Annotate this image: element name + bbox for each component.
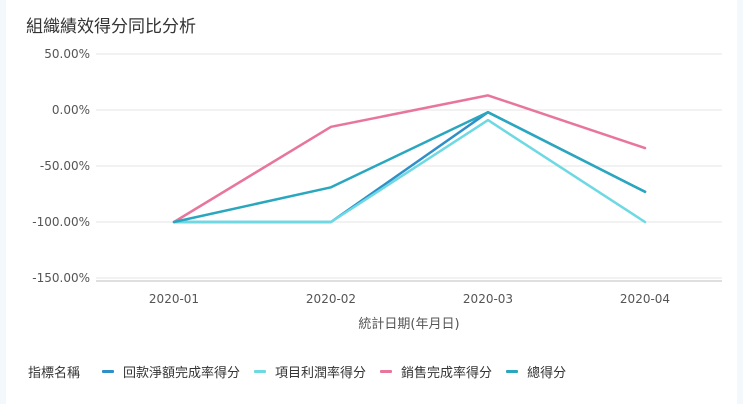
legend-item-profit[interactable]: 項目利潤率得分 <box>254 362 366 381</box>
series-profit-line[interactable] <box>172 118 647 224</box>
series-sales-line[interactable] <box>172 94 647 224</box>
chart-title: 組織績效得分同比分析 <box>26 17 196 37</box>
legend-swatch <box>102 369 115 373</box>
x-tick-label: 2020-01 <box>149 292 199 306</box>
legend-item-sales[interactable]: 銷售完成率得分 <box>380 362 492 381</box>
legend-swatch <box>254 369 267 373</box>
y-tick-label: 0.00% <box>52 103 90 117</box>
chart-card: 組織績效得分同比分析 50.00% 0.00% -50.00% -100.00% -15… <box>6 0 737 404</box>
legend-label: 總得分 <box>527 365 567 381</box>
x-axis-title: 統計日期(年月日) <box>358 316 459 332</box>
y-tick-label: -150.00% <box>32 271 90 285</box>
y-tick-label: -50.00% <box>40 159 90 173</box>
line-chart: 50.00% 0.00% -50.00% -100.00% -150.00% 2020-0… <box>32 47 722 332</box>
legend-label: 銷售完成率得分 <box>401 365 493 381</box>
x-tick-label: 2020-04 <box>620 292 670 306</box>
y-tick-label: -100.00% <box>32 215 90 229</box>
legend-item-total[interactable]: 總得分 <box>506 362 566 381</box>
legend-label: 回款淨額完成率得分 <box>123 365 241 381</box>
x-tick-label: 2020-03 <box>463 292 513 306</box>
axis-layer: 50.00% 0.00% -50.00% -100.00% -150.00% 2020-0… <box>32 47 722 332</box>
legend: 指標名稱 回款淨額完成率得分 項目利潤率得分 銷售完成率得分 總得分 <box>28 360 580 382</box>
y-tick-label: 50.00% <box>44 47 90 61</box>
legend-title: 指標名稱 <box>28 365 81 381</box>
series-total-line[interactable] <box>172 110 647 224</box>
legend-item-collection[interactable]: 回款淨額完成率得分 <box>102 362 240 381</box>
legend-label: 項目利潤率得分 <box>275 365 367 381</box>
x-tick-label: 2020-02 <box>306 292 356 306</box>
legend-swatch <box>506 369 519 373</box>
series-layer <box>172 94 647 224</box>
legend-swatch <box>380 369 393 373</box>
